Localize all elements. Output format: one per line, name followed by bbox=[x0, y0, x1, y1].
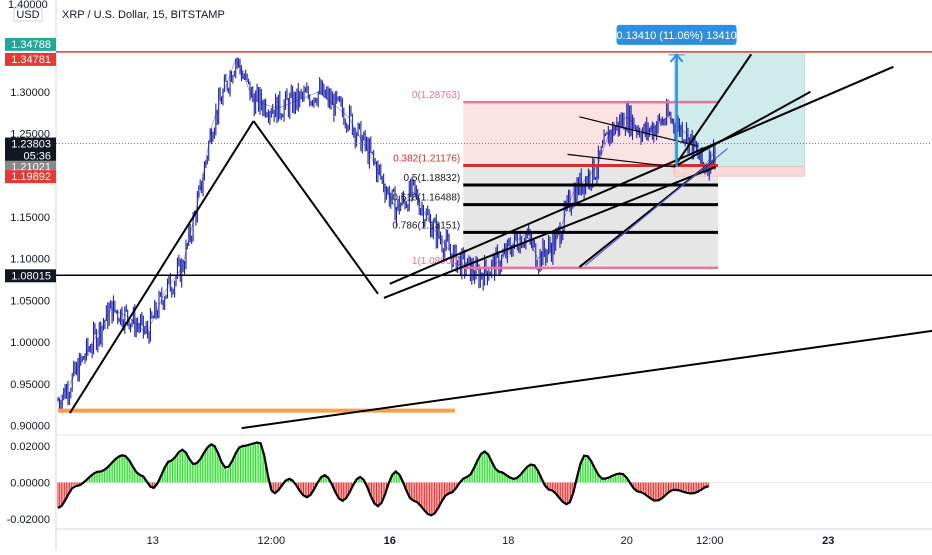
trend-line bbox=[389, 65, 894, 285]
fib-level-label: 0.5(1.18832) bbox=[404, 173, 461, 184]
price-tick-label: 1.05000 bbox=[10, 295, 50, 307]
trend-line bbox=[673, 53, 753, 168]
price-tag-label: 1.23803 bbox=[11, 139, 51, 151]
time-tick-label: 13 bbox=[147, 535, 159, 547]
price-tag-label: 05:36 bbox=[23, 151, 51, 163]
price-tag bbox=[5, 137, 56, 151]
price-tick-label: 1.10000 bbox=[10, 254, 50, 266]
fib-level-label: 0.382(1.21176) bbox=[393, 153, 460, 164]
price-series-line bbox=[57, 57, 716, 401]
trend-line bbox=[673, 90, 811, 168]
price-tag bbox=[5, 149, 56, 163]
time-tick-label: 12:00 bbox=[258, 535, 286, 547]
price-axis-top-label: 1.40000 bbox=[8, 0, 48, 11]
channel-line bbox=[584, 148, 728, 266]
time-tick-label: 12:00 bbox=[696, 535, 724, 547]
fib-level-label: 0.618(1.16488) bbox=[392, 193, 460, 204]
price-tag bbox=[5, 269, 56, 283]
price-tag-label: 1.19892 bbox=[11, 171, 51, 183]
oscillator-tick-label: 0.00000 bbox=[10, 478, 50, 490]
price-tag-label: 1.34781 bbox=[11, 54, 51, 66]
currency-badge bbox=[13, 7, 43, 22]
price-tag bbox=[5, 52, 56, 66]
fib-level-label: 0.786(1.13151) bbox=[392, 220, 460, 231]
price-tag bbox=[5, 37, 56, 51]
oscillator-tick-label: -0.02000 bbox=[7, 514, 50, 526]
price-tick-label: 1.30000 bbox=[10, 87, 50, 99]
time-tick-label: 23 bbox=[822, 535, 834, 547]
time-tick-label: 16 bbox=[384, 535, 396, 547]
measure-label: 0.13410 (11.06%) 13410 bbox=[616, 30, 736, 42]
position-stop-zone bbox=[673, 166, 805, 177]
oscillator-signal-line bbox=[57, 441, 709, 517]
chart-title: XRP / U.S. Dollar, 15, BITSTAMP bbox=[62, 9, 225, 21]
price-tag-label: 1.08015 bbox=[11, 270, 51, 282]
axis-layer: 1.40000USD1.300001.250001.150001.100001.… bbox=[5, 0, 834, 547]
price-tick-label: 0.90000 bbox=[10, 421, 50, 433]
price-tick-label: 1.15000 bbox=[10, 212, 50, 224]
measure-label-box bbox=[616, 24, 737, 45]
time-tick-label: 18 bbox=[502, 535, 514, 547]
trend-line bbox=[252, 120, 379, 295]
oscillator-tick-label: 0.02000 bbox=[10, 441, 50, 453]
trend-line bbox=[383, 165, 717, 299]
drawing-layer[interactable]: 0(1.28763) 0.382(1.21176) 0.5(1.18832) 0.61… bbox=[56, 24, 932, 430]
price-tag-label: 1.34788 bbox=[11, 39, 51, 51]
fib-level-label: 1(1.08900) bbox=[412, 256, 460, 267]
price-tick-label: 1.00000 bbox=[10, 337, 50, 349]
trend-line bbox=[69, 120, 255, 414]
time-tick-label: 20 bbox=[621, 535, 633, 547]
wedge-lower-line bbox=[567, 153, 675, 168]
price-tag bbox=[5, 170, 56, 184]
price-tick-label: 0.95000 bbox=[10, 379, 50, 391]
oscillator-layer bbox=[56, 440, 932, 517]
trend-line bbox=[241, 329, 932, 430]
currency-label: USD bbox=[16, 9, 39, 21]
fib-level-label: 0(1.28763) bbox=[412, 90, 460, 101]
wedge-upper-line bbox=[579, 116, 699, 147]
